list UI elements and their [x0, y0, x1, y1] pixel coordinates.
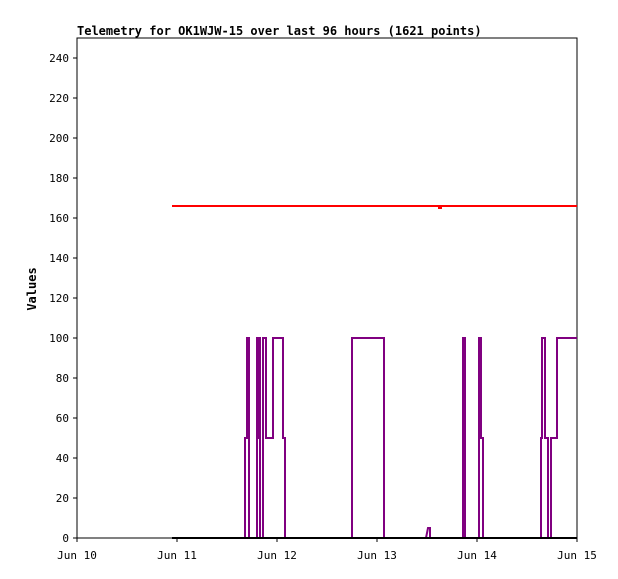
y-tick-label: 60: [56, 412, 69, 425]
y-tick-label: 0: [62, 532, 69, 545]
y-tick-label: 20: [56, 492, 69, 505]
x-axis: Jun 10 Jun 11 Jun 12 Jun 13 Jun 14 Jun 15: [57, 538, 597, 562]
plot-frame: [76, 37, 578, 539]
y-tick-label: 120: [49, 292, 69, 305]
y-tick-label: 140: [49, 252, 69, 265]
y-tick-label: 100: [49, 332, 69, 345]
y-tick-label: 40: [56, 452, 69, 465]
x-tick-label: Jun 15: [557, 549, 597, 562]
x-tick-label: Jun 13: [357, 549, 397, 562]
y-tick-label: 160: [49, 212, 69, 225]
x-tick-label: Jun 11: [157, 549, 197, 562]
series-line-1: [172, 337, 577, 539]
y-tick-label: 80: [56, 372, 69, 385]
x-tick-label: Jun 10: [57, 549, 97, 562]
y-tick-label: 180: [49, 172, 69, 185]
chart-title: Telemetry for OK1WJW-15 over last 96 hou…: [77, 24, 482, 38]
y-tick-label: 200: [49, 132, 69, 145]
y-axis: 0 20 40 60 80 100 120 140 160 180 200 220 240: [49, 52, 77, 545]
x-tick-label: Jun 12: [257, 549, 297, 562]
y-axis-label: Values: [25, 267, 39, 310]
series-layer: [172, 205, 577, 539]
x-tick-label: Jun 14: [457, 549, 497, 562]
y-tick-label: 240: [49, 52, 69, 65]
series-line-0: [172, 205, 577, 209]
y-tick-label: 220: [49, 92, 69, 105]
